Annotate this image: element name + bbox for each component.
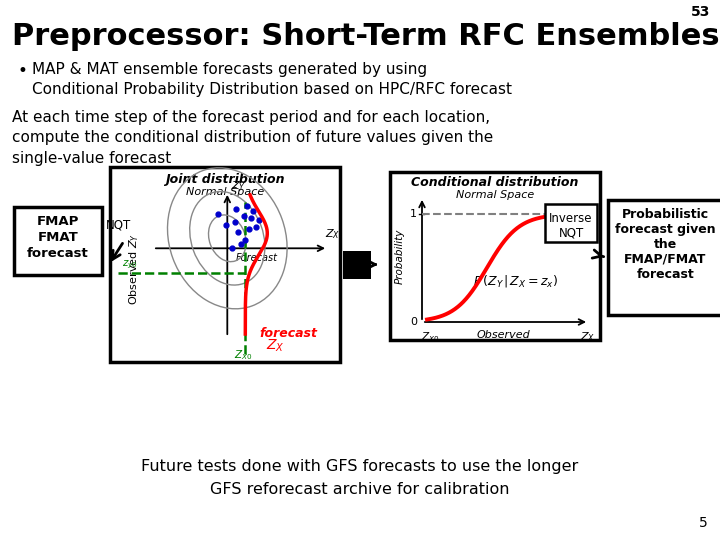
Text: the: the (654, 238, 677, 251)
Text: Joint distribution: Joint distribution (166, 173, 284, 186)
Text: FMAP: FMAP (37, 215, 79, 228)
Text: $P\,(Z_Y\,|\,Z_X = z_x)$: $P\,(Z_Y\,|\,Z_X = z_x)$ (473, 273, 559, 289)
Text: $Z_{X0}$: $Z_{X0}$ (234, 348, 253, 362)
Text: 1: 1 (410, 209, 417, 219)
Text: $z_{y0}$: $z_{y0}$ (122, 259, 138, 271)
Text: Inverse: Inverse (549, 212, 593, 225)
Text: Normal Space: Normal Space (186, 187, 264, 197)
Text: 53: 53 (690, 5, 710, 19)
Text: $Z_{X0}$: $Z_{X0}$ (420, 330, 439, 344)
Text: At each time step of the forecast period and for each location,
compute the cond: At each time step of the forecast period… (12, 110, 493, 166)
Text: $Z_Y$: $Z_Y$ (231, 179, 246, 193)
Text: $Z_X$: $Z_X$ (325, 227, 341, 241)
Text: FMAT: FMAT (37, 231, 78, 244)
Bar (390, 172, 600, 340)
Text: Probability: Probability (395, 228, 405, 284)
Text: Forecast: Forecast (235, 253, 277, 264)
Bar (545, 204, 597, 242)
Text: forecast given: forecast given (615, 223, 716, 236)
Text: forecast: forecast (27, 247, 89, 260)
Text: $Z_X$: $Z_X$ (266, 338, 284, 354)
Text: Normal Space: Normal Space (456, 190, 534, 200)
Text: 0: 0 (410, 317, 417, 327)
Text: 5: 5 (699, 516, 708, 530)
Text: FMAP/FMAT: FMAP/FMAT (624, 253, 707, 266)
Text: •: • (18, 62, 28, 80)
Text: NQT: NQT (559, 226, 584, 239)
Text: NQT: NQT (106, 219, 131, 232)
Text: MAP & MAT ensemble forecasts generated by using
Conditional Probability Distribu: MAP & MAT ensemble forecasts generated b… (32, 62, 512, 97)
Text: Preprocessor: Short-Term RFC Ensembles: Preprocessor: Short-Term RFC Ensembles (12, 22, 719, 51)
Text: Observed: Observed (476, 330, 530, 340)
Text: Probabilistic: Probabilistic (622, 208, 709, 221)
Text: Future tests done with GFS forecasts to use the longer
GFS reforecast archive fo: Future tests done with GFS forecasts to … (141, 460, 579, 497)
Text: $Z_X$: $Z_X$ (580, 330, 595, 344)
Text: Conditional distribution: Conditional distribution (411, 176, 579, 189)
Text: Observed $Z_Y$: Observed $Z_Y$ (127, 233, 141, 306)
Bar (110, 167, 340, 362)
Text: forecast: forecast (259, 327, 318, 340)
Bar (608, 200, 720, 315)
Text: forecast: forecast (636, 268, 694, 281)
Bar (343, 251, 371, 279)
Bar (14, 207, 102, 275)
